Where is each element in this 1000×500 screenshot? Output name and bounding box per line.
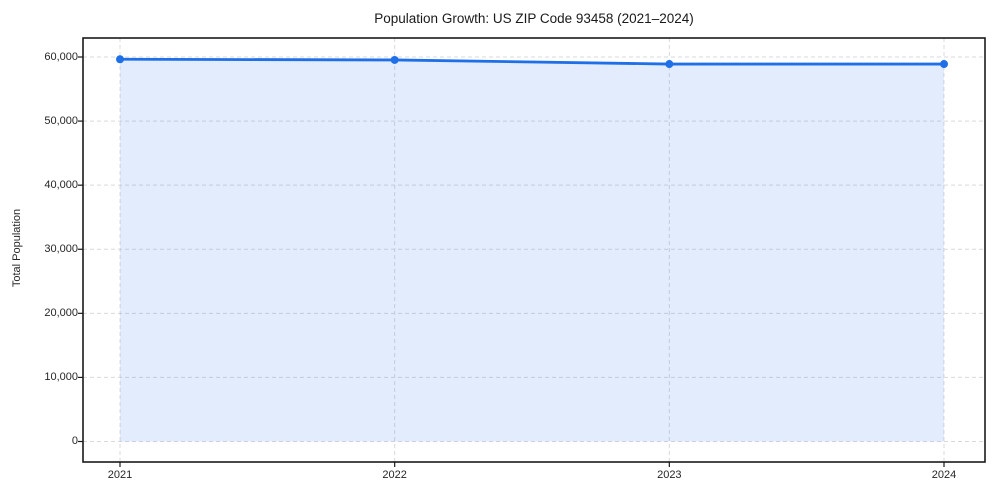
y-tick-label: 10,000 (44, 370, 78, 383)
plot-area (78, 37, 986, 467)
chart-title: Population Growth: US ZIP Code 93458 (20… (374, 11, 694, 26)
x-tick-label: 2024 (931, 469, 957, 481)
x-tick-label: 2021 (107, 469, 133, 481)
y-tick-label: 40,000 (44, 178, 78, 191)
y-tick-label: 20,000 (44, 306, 78, 319)
y-tick-label: 30,000 (44, 242, 78, 255)
x-tick-label: 2022 (382, 469, 407, 481)
y-tick-label: 60,000 (44, 50, 78, 63)
y-tick-label: 0 (71, 435, 78, 447)
x-tick-label: 2023 (657, 469, 682, 481)
y-tick-label: 50,000 (44, 114, 78, 127)
